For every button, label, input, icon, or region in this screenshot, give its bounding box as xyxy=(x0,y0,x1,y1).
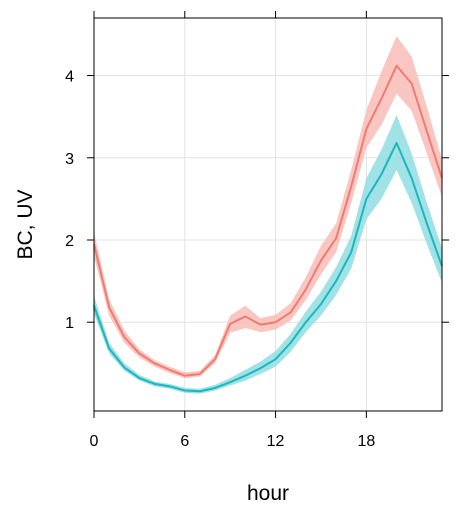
series-lines xyxy=(94,66,442,392)
x-tick-labels: 0 6 12 18 xyxy=(90,433,376,450)
y-tick-label: 4 xyxy=(65,69,74,86)
x-axis-title: hour xyxy=(247,482,289,505)
series-1-band xyxy=(94,36,442,378)
y-tick-label: 2 xyxy=(65,233,74,250)
y-axis-title: BC, UV xyxy=(14,189,37,259)
confidence-bands xyxy=(94,36,442,394)
x-tick-label: 12 xyxy=(267,433,285,450)
x-tick-label: 0 xyxy=(90,433,99,450)
y-tick-label: 3 xyxy=(65,151,74,168)
y-tick-label: 1 xyxy=(65,315,74,332)
x-tick-label: 6 xyxy=(180,433,189,450)
y-tick-labels: 1 2 3 4 xyxy=(65,69,74,333)
x-tick-label: 18 xyxy=(357,433,375,450)
